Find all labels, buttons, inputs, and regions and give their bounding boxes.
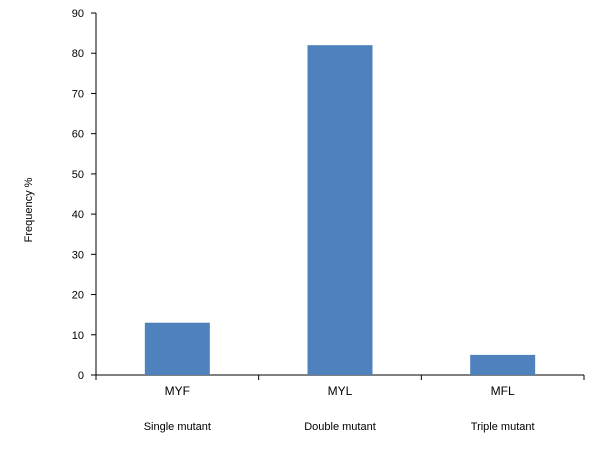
y-tick-label: 0 (78, 370, 84, 382)
y-tick-label: 90 (72, 8, 84, 20)
y-tick-label: 60 (72, 129, 84, 141)
x-axis-labels: MYF MYL MFL (165, 384, 515, 398)
y-axis-title: Frequency % (23, 177, 35, 242)
y-tick-label: 30 (72, 249, 84, 261)
group-label: Double mutant (304, 421, 376, 433)
x-category-label: MYL (328, 384, 353, 398)
group-label: Triple mutant (471, 421, 535, 433)
y-tick-label: 20 (72, 290, 84, 302)
y-tick-label: 40 (72, 209, 84, 221)
bars (144, 45, 536, 376)
bar-myl (307, 45, 373, 376)
bar-myf (144, 322, 210, 375)
y-tick-label: 70 (72, 88, 84, 100)
group-label: Single mutant (144, 421, 211, 433)
group-labels: Single mutant Double mutant Triple mutant (144, 421, 535, 433)
y-tick-label: 80 (72, 48, 84, 60)
y-tick-label: 50 (72, 169, 84, 181)
bar-mfl (470, 354, 536, 375)
x-category-label: MYF (165, 384, 190, 398)
y-axis-ticks: 0 10 20 30 40 50 60 70 80 90 (72, 8, 96, 382)
y-tick-label: 10 (72, 330, 84, 342)
x-category-label: MFL (491, 384, 515, 398)
